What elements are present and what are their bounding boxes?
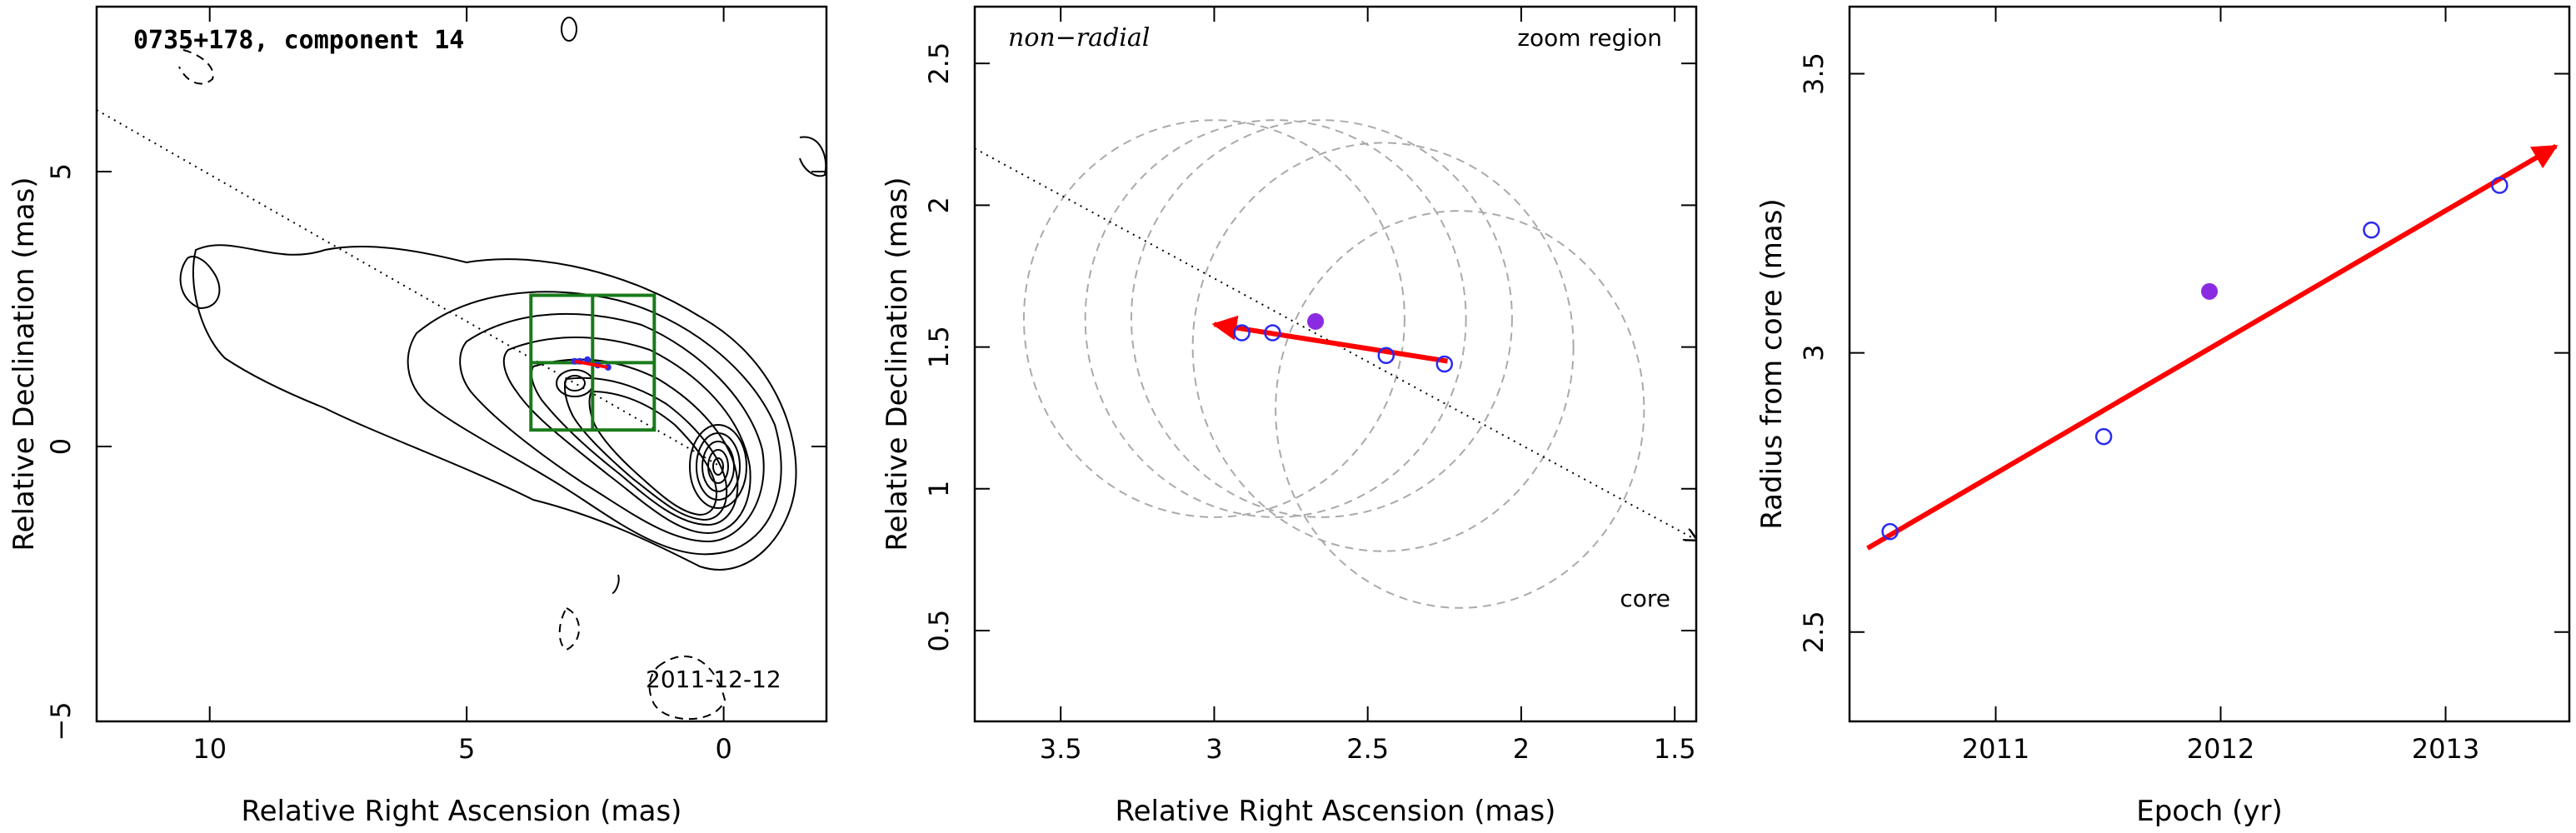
radius-layer <box>1866 143 2559 551</box>
open-point <box>1377 347 1395 365</box>
plot-frame-1 <box>95 5 828 723</box>
y-tick-label: 3.5 <box>1798 52 1830 95</box>
negative-contours <box>178 49 726 721</box>
component-marker <box>584 356 592 363</box>
axis-ticks-2: 3.5 3 2.5 2 1.5 0.5 1 1.5 2 2.5 <box>923 7 1696 765</box>
y-tick-label: 1.5 <box>923 326 955 368</box>
x-tick-label: 2013 <box>2412 733 2479 765</box>
x-tick-label: 2012 <box>2187 733 2254 765</box>
y-tick-label: 0 <box>45 438 77 455</box>
panel-1-date: 2011-12-12 <box>646 666 781 693</box>
open-point <box>2363 221 2380 239</box>
open-point <box>1264 324 1281 342</box>
x-tick-label: 2 <box>1513 733 1530 765</box>
panel-1-ylabel: Relative Declination (mas) <box>7 177 41 551</box>
x-tick-label: 0 <box>715 733 731 765</box>
filled-point <box>1307 312 1325 330</box>
component-points <box>1233 312 1454 373</box>
x-tick-label: 10 <box>192 733 227 765</box>
panel-zoom-region: 3.5 3 2.5 2 1.5 0.5 1 1.5 2 2.5 non−radial zoom r… <box>881 5 1698 828</box>
motion-vector-arrow <box>1211 315 1448 364</box>
x-tick-label: 3 <box>1206 733 1222 765</box>
plot-frame-2 <box>973 5 1698 723</box>
open-point <box>1233 324 1251 342</box>
y-tick-label: 2 <box>923 197 955 213</box>
beam-ellipse <box>1084 119 1467 518</box>
x-tick-label: 3.5 <box>1040 733 1082 765</box>
open-point <box>1881 522 1899 541</box>
linear-fit-arrow <box>1866 143 2559 551</box>
filled-point <box>2201 282 2218 300</box>
radius-points <box>1881 177 2509 541</box>
panel-2-ylabel: Relative Declination (mas) <box>881 177 914 551</box>
panel-3-ylabel: Radius from core (mas) <box>1755 198 1789 529</box>
panel-2-xlabel: Relative Right Ascension (mas) <box>1116 795 1556 828</box>
y-tick-label: 2.5 <box>923 42 955 85</box>
axis-ticks-1: 10 5 0 −5 0 5 <box>45 7 826 765</box>
component-positions <box>571 356 612 371</box>
panel-2-label-core: core <box>1620 585 1670 612</box>
contour-lines <box>179 17 826 594</box>
y-tick-label: 0.5 <box>923 610 955 652</box>
open-point <box>1435 355 1454 373</box>
axis-ticks-3: 2011 2012 2013 2.5 3 3.5 <box>1798 7 2569 765</box>
plot-frame-3 <box>1848 5 2571 723</box>
beam-ellipse <box>1130 119 1513 518</box>
panel-contour-map: 10 5 0 −5 0 5 0735+178, component 14 2011-12-… <box>7 5 828 828</box>
y-tick-label: 5 <box>45 163 77 180</box>
x-tick-label: 2.5 <box>1346 733 1389 765</box>
x-tick-label: 5 <box>458 733 475 765</box>
y-tick-label: −5 <box>45 701 77 741</box>
panel-radius-vs-epoch: 2011 2012 2013 2.5 3 3.5 Epoch (yr) Radius fr… <box>1755 5 2571 828</box>
beam-ellipse <box>1275 210 1645 609</box>
zoom-box <box>529 293 656 432</box>
beam-ellipses <box>1022 119 1645 609</box>
y-tick-label: 1 <box>923 481 955 497</box>
open-point <box>2491 177 2509 194</box>
panel-3-xlabel: Epoch (yr) <box>2136 795 2283 828</box>
beam-ellipse <box>1022 119 1405 518</box>
panel-1-xlabel: Relative Right Ascension (mas) <box>242 795 682 828</box>
x-tick-label: 1.5 <box>1654 733 1696 765</box>
zoom-layer <box>975 119 1696 609</box>
component-motion <box>574 359 609 369</box>
panel-2-label-zoom: zoom region <box>1517 24 1662 52</box>
panel-1-title: 0735+178, component 14 <box>133 26 464 55</box>
beam-ellipse <box>1191 142 1575 552</box>
contour-layer <box>97 17 826 721</box>
y-tick-label: 3 <box>1798 344 1830 361</box>
x-tick-label: 2011 <box>1962 733 2029 765</box>
panel-2-label-nonradial: non−radial <box>1008 23 1150 52</box>
radial-direction-line <box>97 109 721 467</box>
y-tick-label: 2.5 <box>1798 611 1830 653</box>
open-point <box>2094 427 2113 446</box>
